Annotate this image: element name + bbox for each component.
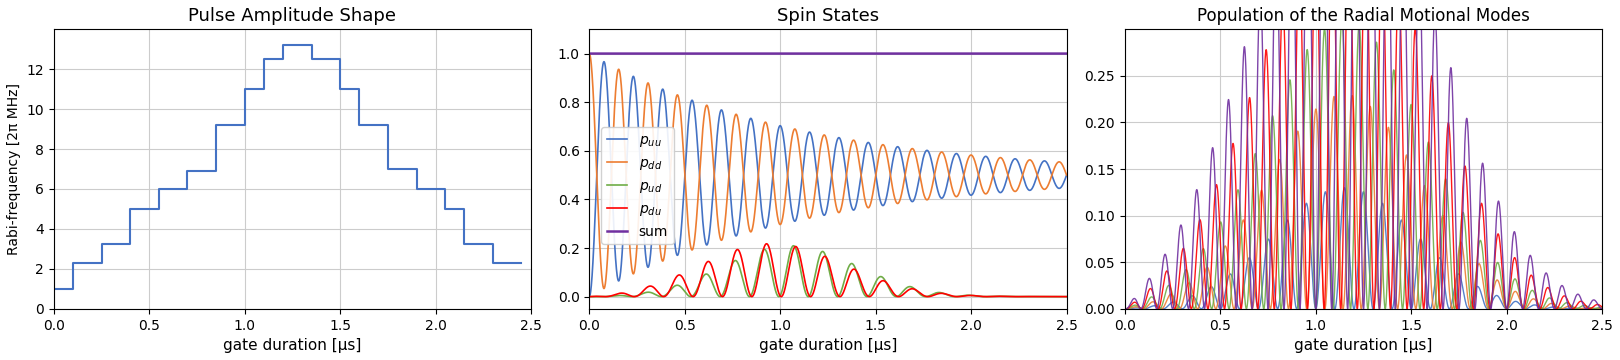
$p_{dd}$ [595, 286, 614, 291]
$p_{uu}$ [580, 294, 599, 299]
$p_{ud}$ [972, 294, 991, 299]
sum [889, 51, 909, 56]
X-axis label: gate duration [μs]: gate duration [μs] [1294, 338, 1432, 353]
$p_{uu}$ [666, 251, 685, 255]
sum [972, 51, 991, 56]
$p_{ud}$ [867, 280, 886, 284]
Line: $p_{dd}$: $p_{dd}$ [590, 54, 1066, 288]
$p_{du}$ [867, 287, 886, 291]
sum [666, 51, 685, 56]
$p_{uu}$ [936, 189, 956, 193]
sum [1056, 51, 1076, 56]
$p_{uu}$ [761, 185, 781, 189]
$p_{ud}$ [761, 271, 781, 275]
Y-axis label: Rabi-frequency [2π MHz]: Rabi-frequency [2π MHz] [6, 83, 21, 255]
$p_{ud}$ [580, 294, 599, 299]
X-axis label: gate duration [μs]: gate duration [μs] [224, 338, 361, 353]
$p_{du}$ [666, 275, 685, 280]
$p_{du}$ [889, 294, 909, 298]
X-axis label: gate duration [μs]: gate duration [μs] [758, 338, 897, 353]
sum [865, 51, 885, 56]
Title: Pulse Amplitude Shape: Pulse Amplitude Shape [188, 7, 397, 25]
$p_{dd}$ [972, 185, 991, 190]
Line: $p_{uu}$: $p_{uu}$ [590, 62, 1066, 297]
sum [936, 51, 956, 56]
Line: $p_{du}$: $p_{du}$ [590, 244, 1066, 297]
$p_{uu}$ [867, 173, 886, 177]
Legend: $p_{uu}$, $p_{dd}$, $p_{ud}$, $p_{du}$, sum: $p_{uu}$, $p_{dd}$, $p_{ud}$, $p_{du}$, … [601, 127, 674, 244]
$p_{du}$ [761, 257, 781, 261]
$p_{du}$ [580, 294, 599, 299]
$p_{dd}$ [936, 157, 956, 162]
Title: Spin States: Spin States [778, 7, 880, 25]
Line: $p_{ud}$: $p_{ud}$ [590, 246, 1066, 297]
$p_{du}$ [936, 292, 956, 296]
$p_{ud}$ [666, 283, 685, 288]
sum [580, 51, 599, 56]
$p_{ud}$ [784, 244, 804, 248]
$p_{dd}$ [666, 95, 685, 100]
$p_{du}$ [1056, 294, 1076, 299]
sum [761, 51, 781, 56]
$p_{ud}$ [889, 293, 909, 297]
Title: Population of the Radial Motional Modes: Population of the Radial Motional Modes [1197, 7, 1529, 25]
$p_{dd}$ [761, 161, 781, 165]
$p_{dd}$ [889, 198, 909, 203]
$p_{uu}$ [889, 148, 909, 152]
$p_{ud}$ [1056, 294, 1076, 299]
$p_{du}$ [757, 242, 776, 246]
$p_{du}$ [972, 294, 991, 298]
$p_{ud}$ [936, 292, 956, 296]
$p_{uu}$ [972, 161, 991, 165]
$p_{uu}$ [1056, 173, 1076, 177]
$p_{uu}$ [595, 59, 614, 64]
$p_{dd}$ [1056, 173, 1076, 177]
$p_{dd}$ [867, 173, 886, 177]
$p_{dd}$ [580, 51, 599, 56]
